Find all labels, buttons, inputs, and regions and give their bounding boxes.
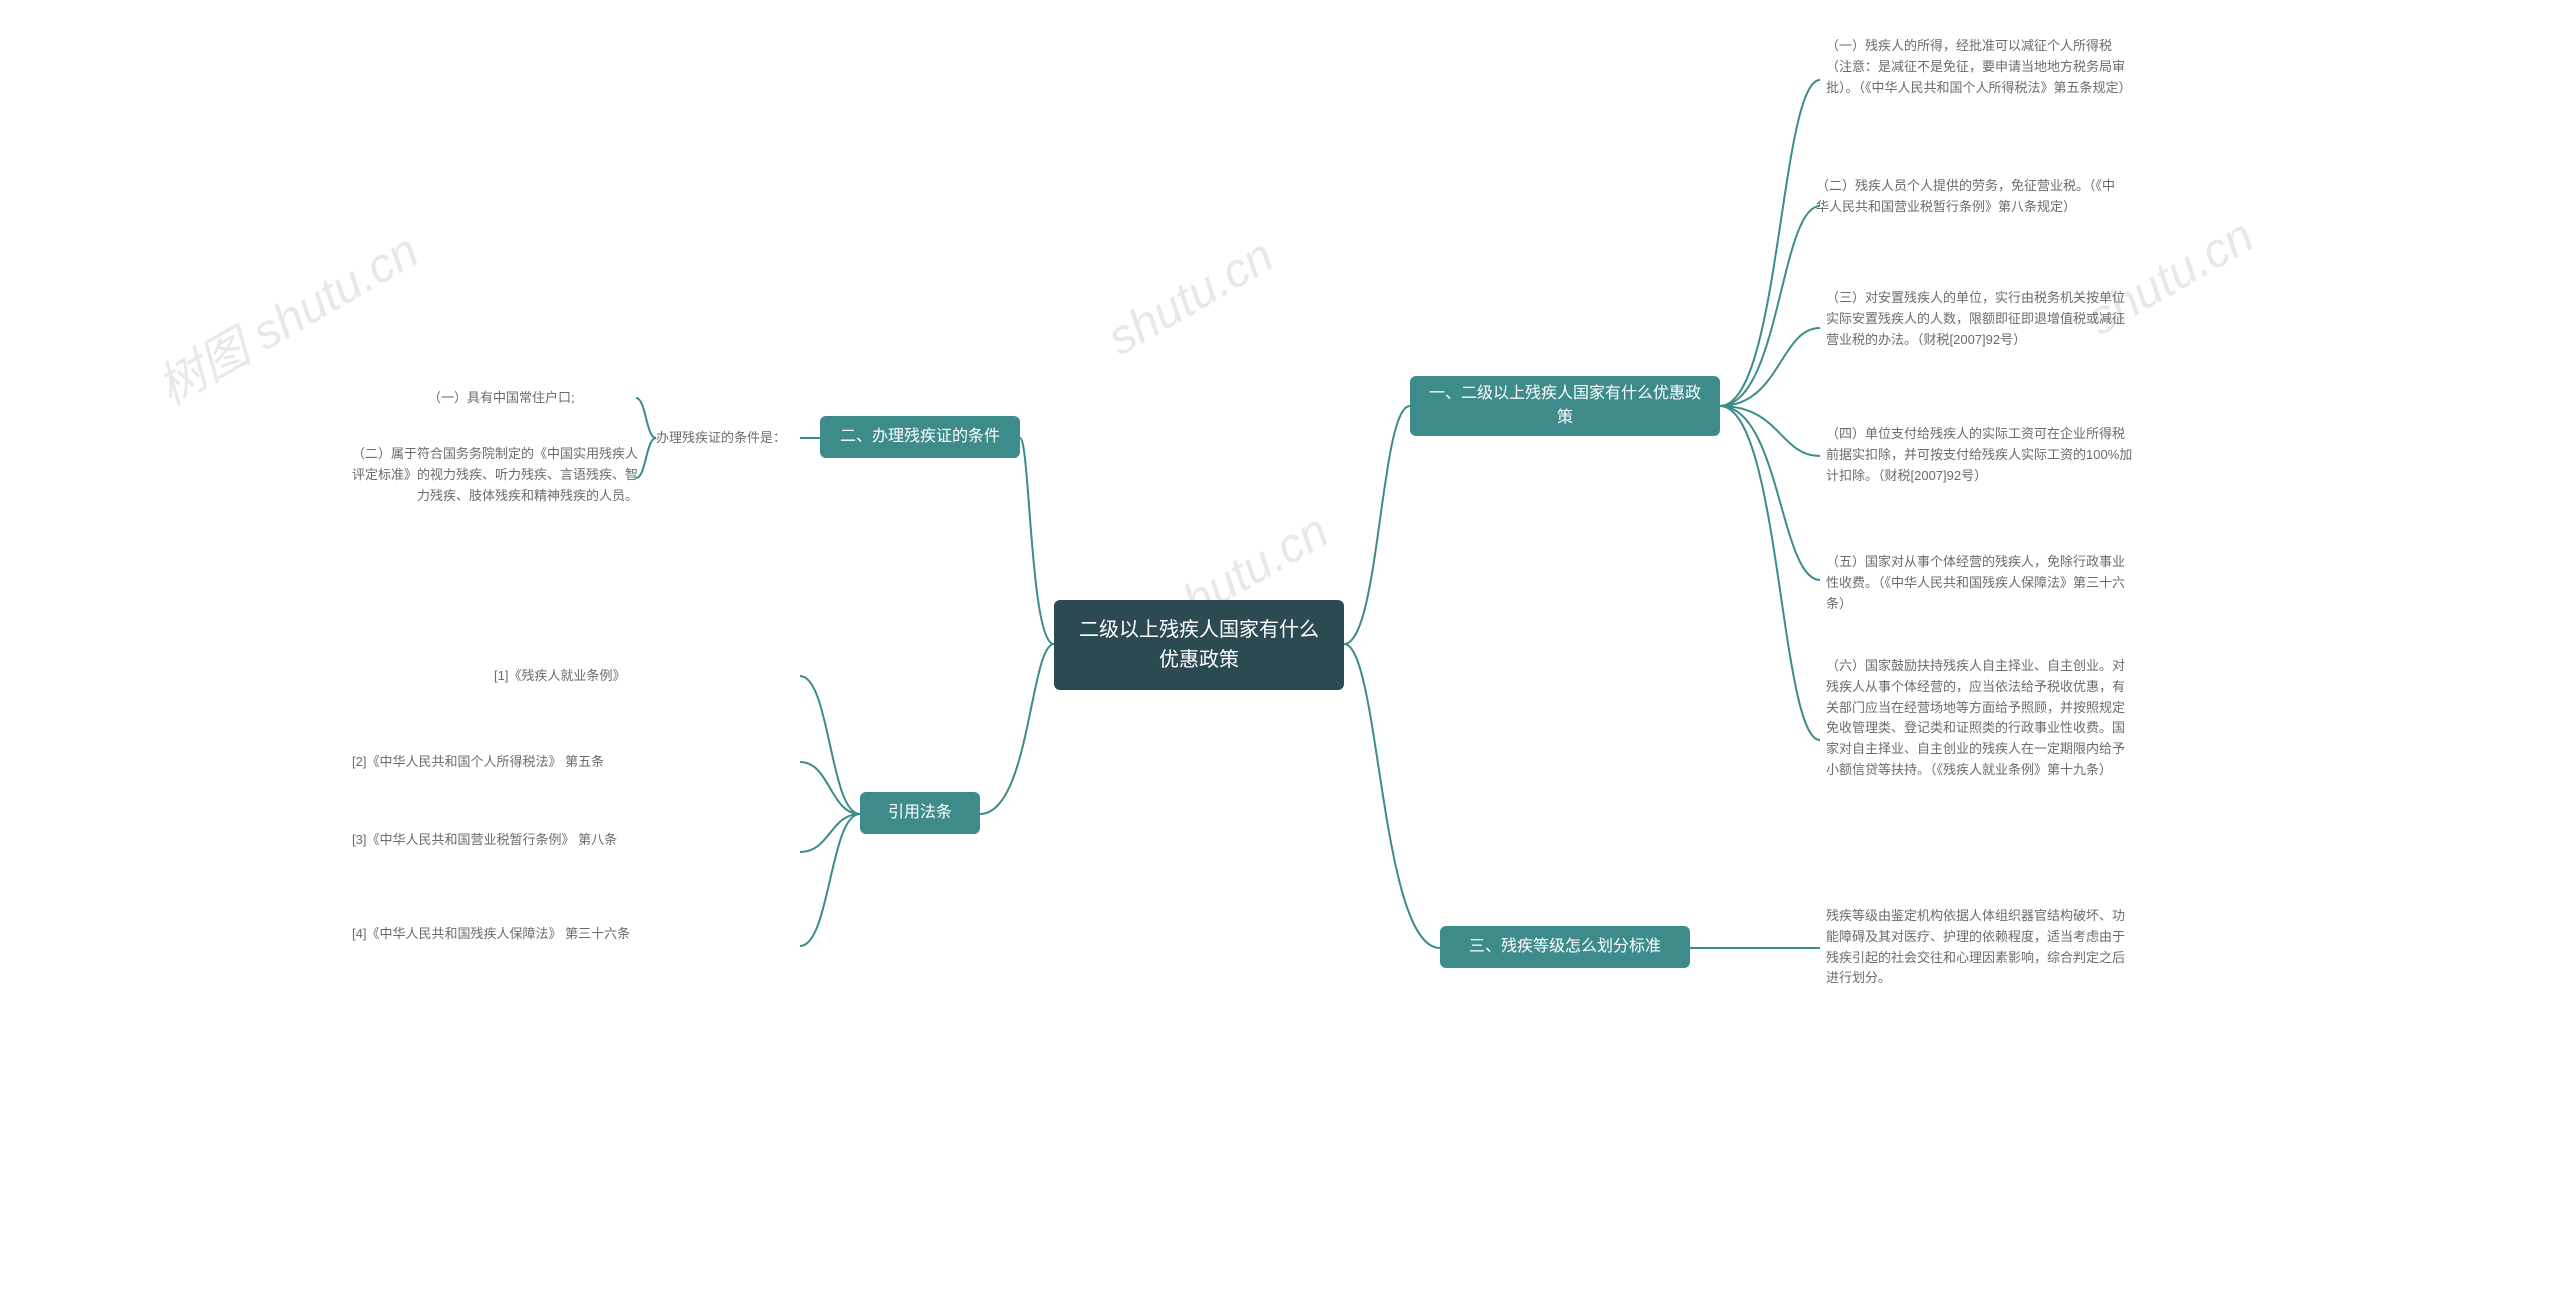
branch-node-1[interactable]: 一、二级以上残疾人国家有什么优惠政策	[1410, 376, 1720, 436]
root-label: 二级以上残疾人国家有什么优惠政策	[1072, 615, 1326, 675]
leaf-node[interactable]: （三）对安置残疾人的单位，实行由税务机关按单位实际安置残疾人的人数，限额即征即退…	[1826, 288, 2136, 350]
leaf-node[interactable]: （六）国家鼓励扶持残疾人自主择业、自主创业。对残疾人从事个体经营的，应当依法给予…	[1826, 656, 2136, 781]
branch-label: 二、办理残疾证的条件	[840, 425, 1000, 449]
branch-node-4[interactable]: 引用法条	[860, 792, 980, 834]
leaf-node[interactable]: （一）具有中国常住户口;	[428, 388, 575, 409]
branch-node-3[interactable]: 三、残疾等级怎么划分标准	[1440, 926, 1690, 968]
leaf-node[interactable]: （一）残疾人的所得，经批准可以减征个人所得税（注意：是减征不是免征，要申请当地地…	[1826, 36, 2136, 98]
leaf-node[interactable]: [4]《中华人民共和国残疾人保障法》 第三十六条	[352, 924, 630, 945]
branch-node-2[interactable]: 二、办理残疾证的条件	[820, 416, 1020, 458]
leaf-node[interactable]: [3]《中华人民共和国营业税暂行条例》 第八条	[352, 830, 617, 851]
leaf-node[interactable]: 办理残疾证的条件是：	[656, 428, 786, 449]
leaf-node[interactable]: [1]《残疾人就业条例》	[494, 666, 625, 687]
branch-label: 一、二级以上残疾人国家有什么优惠政策	[1428, 382, 1702, 430]
root-node[interactable]: 二级以上残疾人国家有什么优惠政策	[1054, 600, 1344, 690]
branch-label: 引用法条	[888, 801, 952, 825]
leaf-node[interactable]: [2]《中华人民共和国个人所得税法》 第五条	[352, 752, 604, 773]
leaf-node[interactable]: 残疾等级由鉴定机构依据人体组织器官结构破坏、功能障碍及其对医疗、护理的依赖程度，…	[1826, 906, 2136, 989]
watermark: 树图 shutu.cn	[142, 212, 429, 418]
watermark: shutu.cn	[1098, 228, 1283, 366]
leaf-node[interactable]: （五）国家对从事个体经营的残疾人，免除行政事业性收费。（《中华人民共和国残疾人保…	[1826, 552, 2136, 614]
mindmap-canvas: 树图 shutu.cn shutu.cn 树图 shutu.cn shutu.c…	[0, 0, 2560, 1289]
leaf-node[interactable]: （四）单位支付给残疾人的实际工资可在企业所得税前据实扣除，并可按支付给残疾人实际…	[1826, 424, 2136, 486]
leaf-node[interactable]: （二）残疾人员个人提供的劳务，免征营业税。（《中华人民共和国营业税暂行条例》第八…	[1816, 176, 2126, 218]
leaf-node[interactable]: （二）属于符合国务务院制定的《中国实用残疾人评定标准》的视力残疾、听力残疾、言语…	[348, 444, 638, 506]
branch-label: 三、残疾等级怎么划分标准	[1469, 935, 1661, 959]
